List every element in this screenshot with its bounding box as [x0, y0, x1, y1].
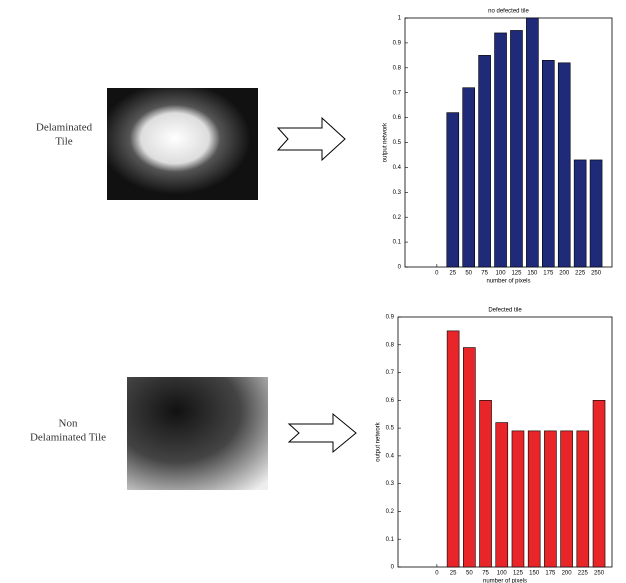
x-tick-label: 75 [481, 271, 488, 277]
bar [510, 30, 523, 268]
y-tick-label: 0.8 [386, 342, 395, 348]
x-tick-label: 200 [559, 271, 570, 277]
y-tick-label: 0.6 [393, 115, 402, 121]
bar [592, 400, 606, 568]
y-tick-label: 0.5 [386, 426, 395, 432]
tile-label: Delaminated [36, 122, 93, 134]
bar [446, 112, 460, 268]
chart-title: no defected tile [488, 9, 529, 15]
x-tick-label: 150 [529, 571, 540, 577]
y-tick-label: 0.2 [386, 509, 395, 515]
bar [544, 430, 557, 568]
x-tick-label: 100 [497, 571, 508, 577]
bar [557, 62, 571, 268]
bar [589, 159, 603, 268]
x-tick-label: 225 [578, 571, 589, 577]
tile-label: Delaminated Tile [30, 432, 106, 444]
bar [478, 55, 491, 268]
y-tick-label: 0.4 [386, 453, 395, 459]
y-tick-label: 0.1 [393, 240, 402, 246]
y-tick-label: 0.8 [393, 65, 402, 71]
y-tick-label: 0 [398, 265, 402, 271]
y-tick-label: 0.9 [393, 40, 402, 46]
arrow [287, 412, 357, 454]
x-tick-label: 25 [450, 571, 457, 577]
x-tick-label: 0 [435, 271, 439, 277]
x-axis-label: number of pixels [483, 579, 527, 583]
x-tick-label: 25 [449, 271, 456, 277]
bar [462, 87, 475, 268]
x-tick-label: 125 [511, 271, 522, 277]
bar [542, 60, 555, 268]
arrow [276, 116, 346, 162]
x-tick-label: 125 [513, 571, 524, 577]
tile-image [107, 88, 258, 200]
y-tick-label: 0.7 [386, 370, 395, 376]
tile-label: Non [59, 418, 78, 430]
y-tick-label: 0 [391, 565, 395, 571]
x-tick-label: 100 [496, 271, 507, 277]
bar [463, 347, 476, 568]
x-tick-label: 250 [594, 571, 605, 577]
x-axis-label: number of pixels [486, 279, 530, 285]
tile-image [127, 377, 268, 490]
bar [495, 422, 509, 568]
x-tick-label: 250 [591, 271, 602, 277]
y-tick-label: 0.2 [393, 215, 402, 221]
bar [573, 159, 587, 268]
bar [479, 400, 492, 568]
bar [511, 430, 525, 568]
y-tick-label: 0.3 [393, 190, 402, 196]
y-tick-label: 0.6 [386, 398, 395, 404]
y-tick-label: 0.9 [386, 315, 395, 321]
y-tick-label: 0.1 [386, 537, 395, 543]
y-axis-label: output network [376, 421, 382, 461]
y-tick-label: 1 [398, 16, 402, 22]
x-tick-label: 175 [543, 271, 554, 277]
y-axis-label: output network [383, 122, 389, 162]
chart-title: Defected tile [488, 308, 522, 314]
x-tick-label: 50 [466, 571, 473, 577]
x-tick-label: 0 [435, 571, 439, 577]
bar [576, 430, 590, 568]
y-tick-label: 0.4 [393, 165, 402, 171]
bar [526, 17, 539, 268]
tile-label: Tile [55, 136, 72, 148]
x-tick-label: 75 [482, 571, 489, 577]
y-tick-label: 0.5 [393, 140, 402, 146]
bar [494, 32, 507, 268]
x-tick-label: 225 [575, 271, 586, 277]
bar [527, 430, 541, 568]
bar [446, 330, 460, 568]
x-tick-label: 150 [527, 271, 538, 277]
y-tick-label: 0.3 [386, 481, 395, 487]
bar [560, 430, 573, 568]
y-tick-label: 0.7 [393, 90, 402, 96]
x-tick-label: 50 [465, 271, 472, 277]
x-tick-label: 175 [545, 571, 556, 577]
x-tick-label: 200 [562, 571, 573, 577]
